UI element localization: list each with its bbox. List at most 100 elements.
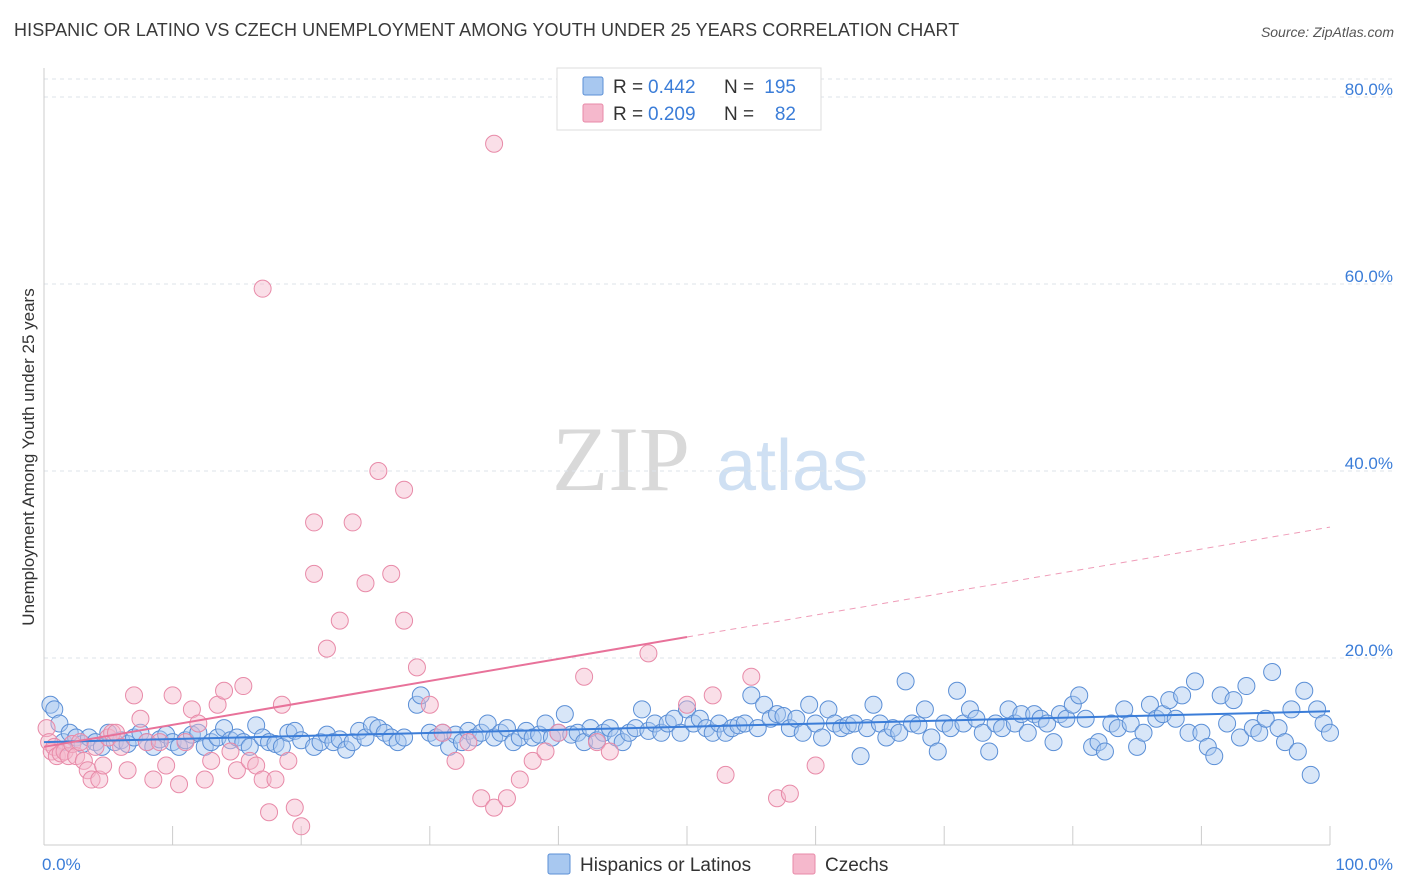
czech-point — [472, 789, 491, 808]
hispanic-point — [703, 723, 722, 742]
hispanic-point — [1282, 700, 1301, 719]
czech-point — [497, 789, 516, 808]
legend-r-label: R = — [613, 77, 643, 98]
czech-point — [716, 765, 735, 784]
hispanic-point — [632, 700, 651, 719]
czech-point — [780, 784, 799, 803]
x-tick-label: 0.0% — [42, 855, 81, 874]
czech-point — [202, 751, 221, 770]
czech-point — [305, 513, 324, 532]
czech-point — [94, 756, 113, 775]
czech-point — [485, 134, 504, 153]
hispanic-point — [851, 747, 870, 766]
hispanic-point — [407, 695, 426, 714]
hispanic-point — [1237, 677, 1256, 696]
czech-point — [253, 770, 272, 789]
czech-point — [356, 574, 375, 593]
hispanic-point — [838, 716, 857, 735]
czech-point — [144, 770, 163, 789]
hispanic-point — [928, 742, 947, 761]
hispanic-point — [305, 737, 324, 756]
czech-point — [742, 667, 761, 686]
watermark-zip: ZIP — [552, 408, 690, 510]
hispanic-point — [960, 700, 979, 719]
hispanic-point — [369, 719, 388, 738]
gridlines — [44, 78, 1395, 659]
hispanic-point — [1070, 686, 1089, 705]
chart-title: HISPANIC OR LATINO VS CZECH UNEMPLOYMENT… — [14, 20, 960, 40]
czech-point — [150, 733, 169, 752]
czech-point — [395, 611, 414, 630]
hispanic-point — [504, 733, 523, 752]
czech-point — [112, 737, 131, 756]
hispanic-point — [311, 733, 330, 752]
watermark-atlas: atlas — [716, 426, 868, 506]
czech-point — [125, 686, 144, 705]
hispanic-point — [510, 728, 529, 747]
czech-point — [587, 733, 606, 752]
czech-point — [189, 714, 208, 733]
hispanic-point — [1301, 765, 1320, 784]
hispanic-point — [1173, 686, 1192, 705]
czech-point — [549, 723, 568, 742]
hispanic-point — [748, 719, 767, 738]
hispanic-point — [909, 716, 928, 735]
czech-point — [215, 681, 234, 700]
czech-point — [137, 733, 156, 752]
hispanic-point — [1095, 742, 1114, 761]
legend-swatch-pink — [582, 103, 604, 123]
czech-point — [639, 644, 658, 663]
y-tick-label: 80.0% — [1345, 80, 1393, 99]
czech-point — [459, 733, 478, 752]
hispanic-point — [1230, 728, 1249, 747]
hispanic-point — [1218, 714, 1237, 733]
legend-r-value: 0.442 — [648, 77, 696, 98]
czech-point — [600, 742, 619, 761]
y-axis-label: Unemployment Among Youth under 25 years — [19, 288, 38, 625]
czech-point — [118, 761, 137, 780]
legend-label-czechs: Czechs — [825, 855, 888, 876]
hispanic-point — [1198, 737, 1217, 756]
hispanic-point — [1185, 672, 1204, 691]
hispanic-point — [671, 723, 690, 742]
czech-point — [523, 751, 542, 770]
czech-trend-line — [43, 635, 688, 748]
hispanic-point — [1224, 691, 1243, 710]
czech-point — [343, 513, 362, 532]
legend-swatch-blue — [582, 76, 604, 96]
czech-point — [37, 719, 56, 738]
czech-point — [157, 756, 176, 775]
czech-point — [485, 798, 504, 817]
czech-point — [305, 564, 324, 583]
hispanic-point — [555, 705, 574, 724]
hispanic-point — [613, 733, 632, 752]
czech-point — [678, 695, 696, 714]
czech-point — [703, 686, 722, 705]
hispanic-point — [1089, 733, 1108, 752]
hispanic-point — [896, 672, 915, 691]
legend-label-hispanics: Hispanics or Latinos — [580, 855, 751, 876]
legend-bottom: Hispanics or Latinos Czechs — [547, 853, 888, 876]
legend-top: R = 0.442 N = 195 R = 0.209 N = 82 — [556, 67, 822, 131]
czech-point — [266, 770, 285, 789]
hispanic-point — [1263, 663, 1282, 682]
legend-n-value: 195 — [764, 77, 796, 98]
hispanic-point — [883, 719, 902, 738]
czech-point — [395, 480, 414, 499]
czech-point — [176, 733, 195, 752]
czech-point — [279, 751, 298, 770]
hispanic-point — [1121, 714, 1140, 733]
hispanic-point — [1018, 723, 1037, 742]
hispanic-point — [1295, 681, 1314, 700]
czech-point — [234, 677, 253, 696]
czech-point — [90, 770, 109, 789]
hispanic-point — [1179, 723, 1198, 742]
trend-lines — [43, 526, 1331, 748]
hispanic-point — [465, 728, 484, 747]
hispanic-point — [1243, 719, 1262, 738]
hispanic-point — [973, 723, 992, 742]
hispanic-trend-line — [43, 710, 1331, 744]
hispanic-point — [652, 723, 671, 742]
czech-point — [227, 761, 246, 780]
